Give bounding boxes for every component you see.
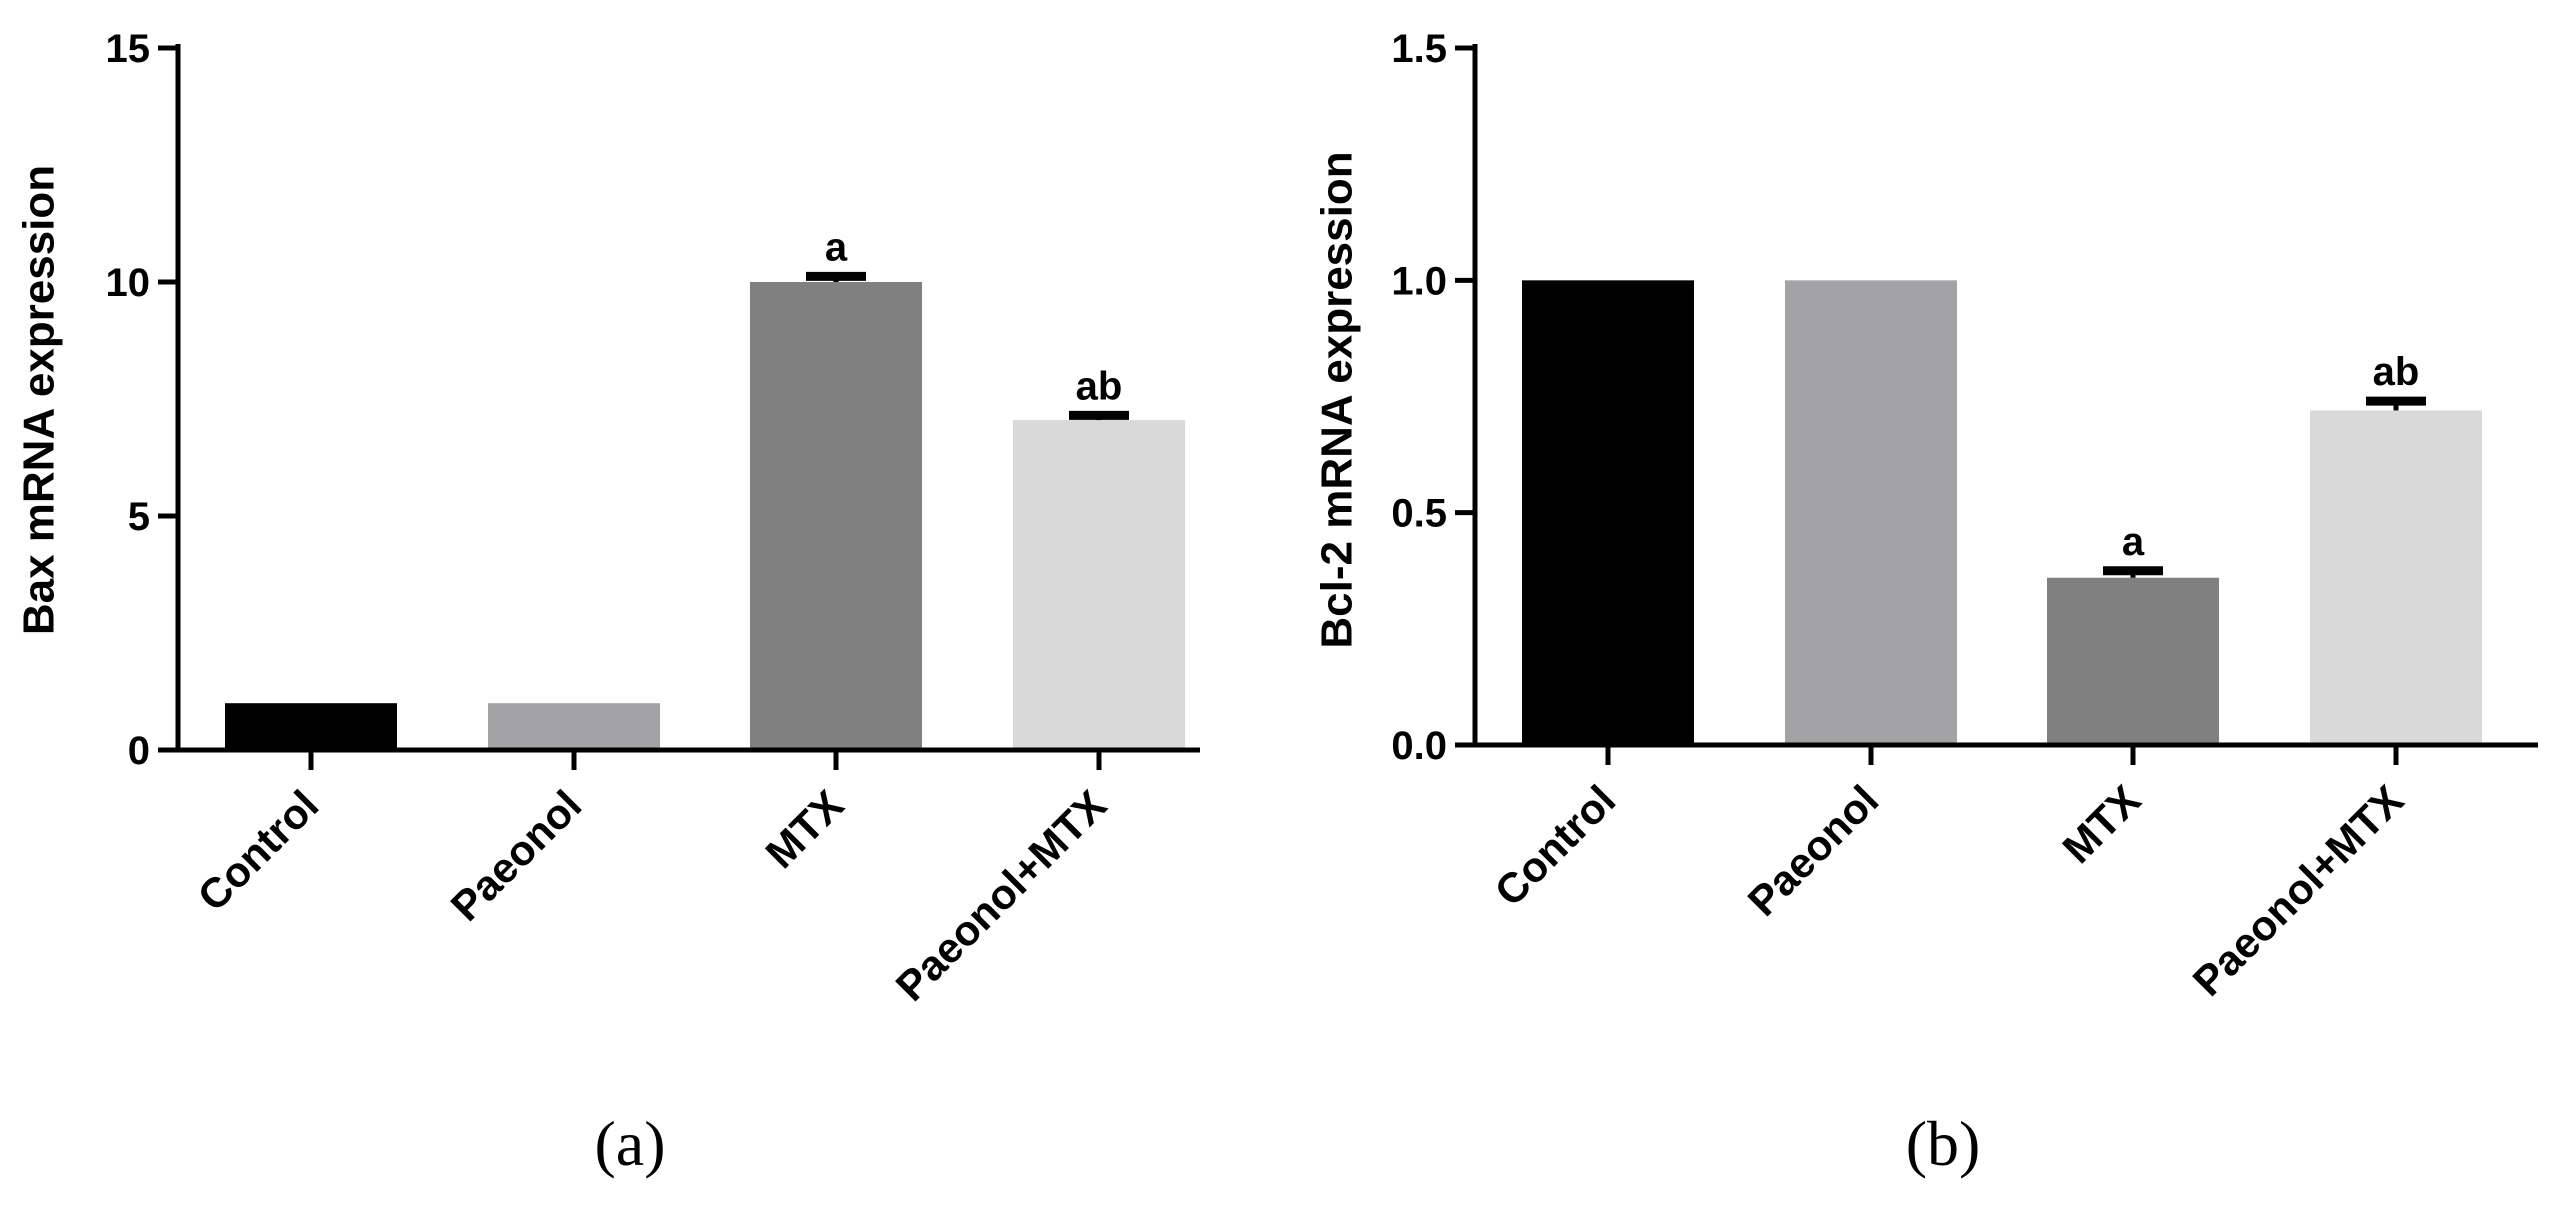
x-tick-label: MTX	[756, 781, 852, 877]
y-axis-title: Bcl-2 mRNA expression	[1313, 151, 1362, 648]
y-tick-label: 0.0	[1391, 724, 1447, 768]
panel-label: (a)	[594, 1108, 665, 1179]
significance-label: ab	[1076, 364, 1123, 408]
bar-control	[225, 703, 397, 750]
x-tick-label: Paeonol+MTX	[2184, 776, 2413, 1005]
panel-b-bcl2-chart: a ab 0.0 0.5 1.0 1.5 Control Paeonol MTX Paeonol+…	[1313, 27, 2538, 1179]
x-tick-label: Paeonol	[442, 781, 591, 930]
bar-mtx	[2047, 577, 2219, 745]
bar-paeonol-mtx	[1013, 420, 1185, 750]
y-tick-label: 0	[128, 729, 150, 773]
x-tick-label: MTX	[2053, 776, 2149, 872]
bar-control	[1522, 280, 1694, 745]
y-axis-title: Bax mRNA expression	[15, 165, 64, 635]
bar-paeonol	[488, 703, 660, 750]
bar-mtx	[750, 282, 922, 750]
x-tick-label: Paeonol+MTX	[887, 781, 1116, 1010]
y-tick-label: 5	[128, 495, 150, 539]
x-tick-label: Control	[1486, 776, 1625, 915]
panel-label: (b)	[1906, 1108, 1981, 1179]
bar-paeonol	[1785, 280, 1957, 745]
x-tick-label: Paeonol	[1739, 776, 1888, 925]
significance-label: a	[825, 225, 848, 269]
y-tick-label: 15	[106, 27, 151, 71]
x-tick-label: Control	[189, 781, 328, 920]
bar-paeonol-mtx	[2310, 410, 2482, 745]
y-tick-label: 1.5	[1391, 27, 1447, 71]
significance-label: ab	[2373, 350, 2420, 394]
y-tick-label: 0.5	[1391, 492, 1447, 536]
significance-label: a	[2122, 520, 2145, 564]
y-tick-label: 10	[106, 261, 151, 305]
y-tick-label: 1.0	[1391, 259, 1447, 303]
panel-a-bax-chart: a ab 0 5 10 15 Control Paeonol MTX Paeonol+MTX Bax…	[15, 27, 1200, 1179]
